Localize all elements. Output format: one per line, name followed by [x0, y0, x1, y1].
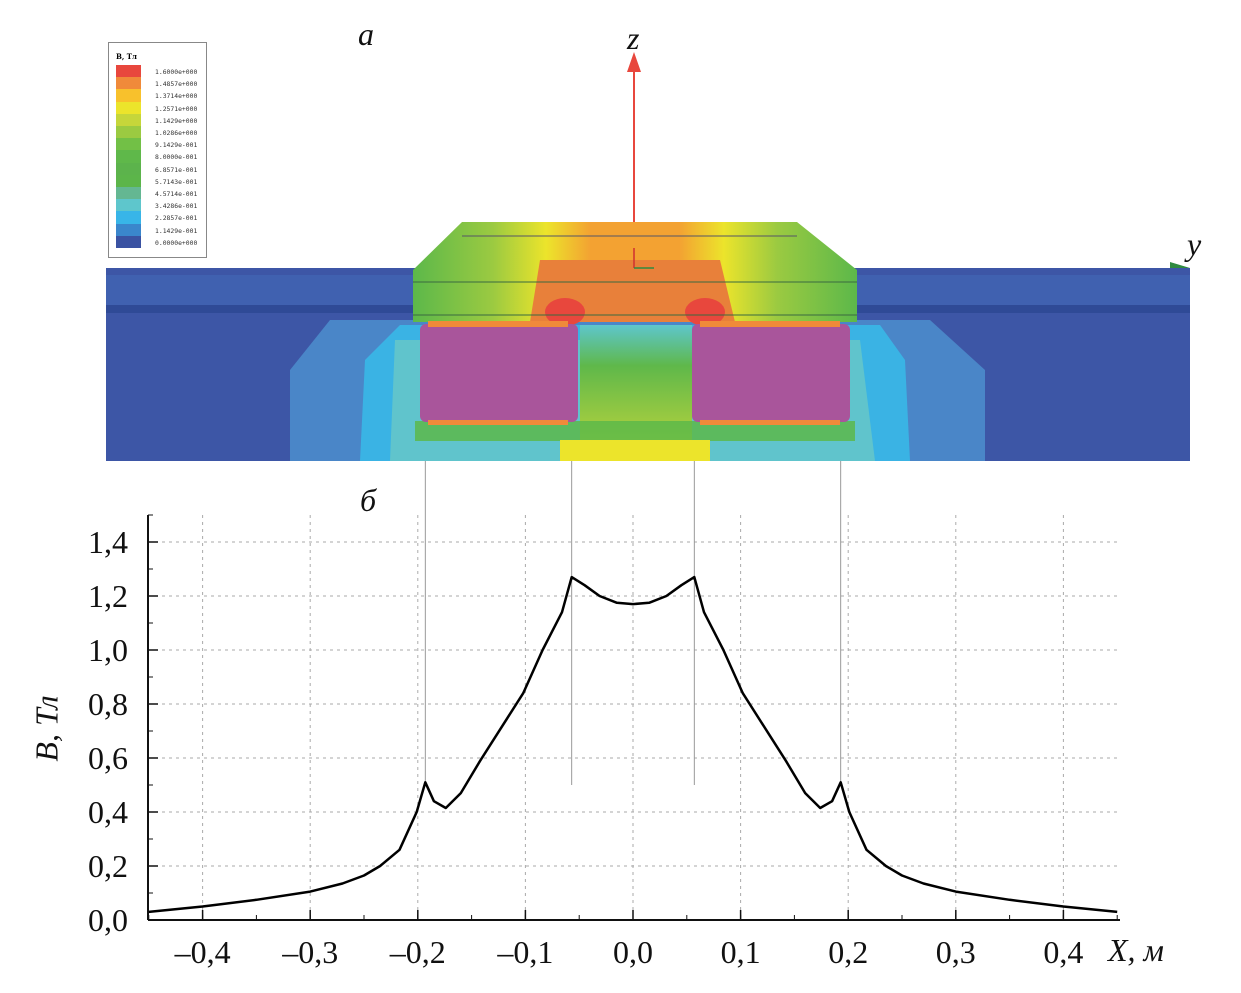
color-legend: B, Тл 1.6000e+000 1.4857e+000 1.3714e+000 1…	[108, 42, 207, 258]
x-tick-label: 0,3	[936, 934, 976, 970]
x-tick-label: 0,2	[828, 934, 868, 970]
x-tick-label: –0,3	[281, 934, 338, 970]
legend-entry: 4.5714e-001	[116, 187, 204, 200]
legend-entry: 5.7143e-001	[116, 174, 204, 187]
y-axis-arrow	[1170, 262, 1190, 268]
origin-triad-icon	[633, 248, 654, 269]
legend-swatch	[116, 138, 141, 151]
y-tick-label: 1,0	[88, 632, 128, 668]
legend-swatch	[116, 113, 141, 126]
legend-entry: 1.2571e+000	[116, 101, 204, 114]
legend-value: 1.1429e+000	[155, 116, 198, 125]
legend-swatch	[116, 126, 141, 139]
legend-swatch	[116, 162, 141, 175]
legend-value: 1.2571e+000	[155, 104, 198, 113]
legend-title: B, Тл	[116, 52, 137, 61]
x-tick-label: 0,1	[721, 934, 761, 970]
legend-value: 6.8571e-001	[155, 165, 198, 174]
legend-swatch	[116, 223, 141, 236]
y-tick-label: 0,2	[88, 848, 128, 884]
legend-entry: 0.0000e+000	[116, 235, 204, 248]
legend-entry: 8.0000e-001	[116, 150, 204, 163]
coils	[420, 321, 850, 425]
legend-value: 4.5714e-001	[155, 190, 198, 198]
x-tick-label: 0,4	[1043, 934, 1083, 970]
legend-swatch	[116, 150, 141, 163]
legend-swatch	[116, 89, 141, 102]
legend-value: 1.1429e-001	[155, 226, 198, 235]
legend-swatch	[116, 187, 141, 200]
legend-entry: 1.3714e+000	[116, 89, 204, 102]
chart-b: –0,4 –0,3 –0,2 –0,1 0,0 0,1 0,2 0,3 0,4 0,0 0,2 0,4…	[88, 461, 1120, 970]
series-line-B	[148, 575, 1118, 914]
legend-entry: 1.1429e-001	[116, 223, 204, 236]
y-tick-label: 0,8	[88, 686, 128, 722]
legend-entry: 1.1429e+000	[116, 113, 204, 126]
panel-a-label: а	[358, 16, 374, 52]
legend-entry: 9.1429e-001	[116, 138, 204, 151]
y-tick-label: 1,2	[88, 578, 128, 614]
x-axis-title: X, м	[1108, 932, 1164, 968]
legend-entry: 3.4286e-001	[116, 199, 204, 212]
panel-b-label: б	[360, 482, 377, 518]
x-tick-label: –0,1	[496, 934, 553, 970]
x-tick-label: 0,0	[613, 934, 653, 970]
legend-value: 2.2857e-001	[155, 214, 198, 223]
legend-value: 1.4857e+000	[155, 80, 198, 89]
y-tick-label: 1,4	[88, 524, 128, 560]
legend-value: 0.0000e+000	[155, 238, 198, 247]
legend-entry: 2.2857e-001	[116, 211, 204, 224]
y-tick-label: 0,0	[88, 902, 128, 938]
y-axis-label: y	[1187, 226, 1202, 262]
legend-swatch	[116, 101, 141, 114]
legend-entry: 1.6000e+000	[116, 65, 204, 78]
legend-entry: 1.4857e+000	[116, 77, 204, 90]
z-axis-arrow	[627, 52, 641, 222]
legend-value: 3.4286e-001	[155, 202, 198, 211]
legend-value: 1.0286e+000	[155, 129, 198, 137]
legend-swatch	[116, 199, 141, 212]
legend-swatch	[116, 235, 141, 248]
y-tick-label: 0,4	[88, 794, 128, 830]
legend-entry: 6.8571e-001	[116, 162, 204, 175]
z-axis-label: z	[627, 20, 640, 56]
legend-swatch	[116, 211, 141, 224]
legend-value: 1.6000e+000	[155, 68, 198, 76]
x-tick-label: –0,2	[389, 934, 446, 970]
y-tick-label: 0,6	[88, 740, 128, 776]
legend-entry: 1.0286e+000	[116, 126, 204, 139]
legend-swatch	[116, 174, 141, 187]
legend-value: 9.1429e-001	[155, 141, 198, 150]
legend-swatch	[116, 77, 141, 90]
legend-value: 5.7143e-001	[155, 177, 198, 186]
legend-swatch	[116, 65, 141, 78]
fem-core	[413, 222, 857, 461]
x-tick-label: –0,4	[174, 934, 231, 970]
legend-value: 1.3714e+000	[155, 92, 198, 101]
legend-value: 8.0000e-001	[155, 153, 198, 162]
y-axis-title: B, Тл	[28, 695, 65, 762]
